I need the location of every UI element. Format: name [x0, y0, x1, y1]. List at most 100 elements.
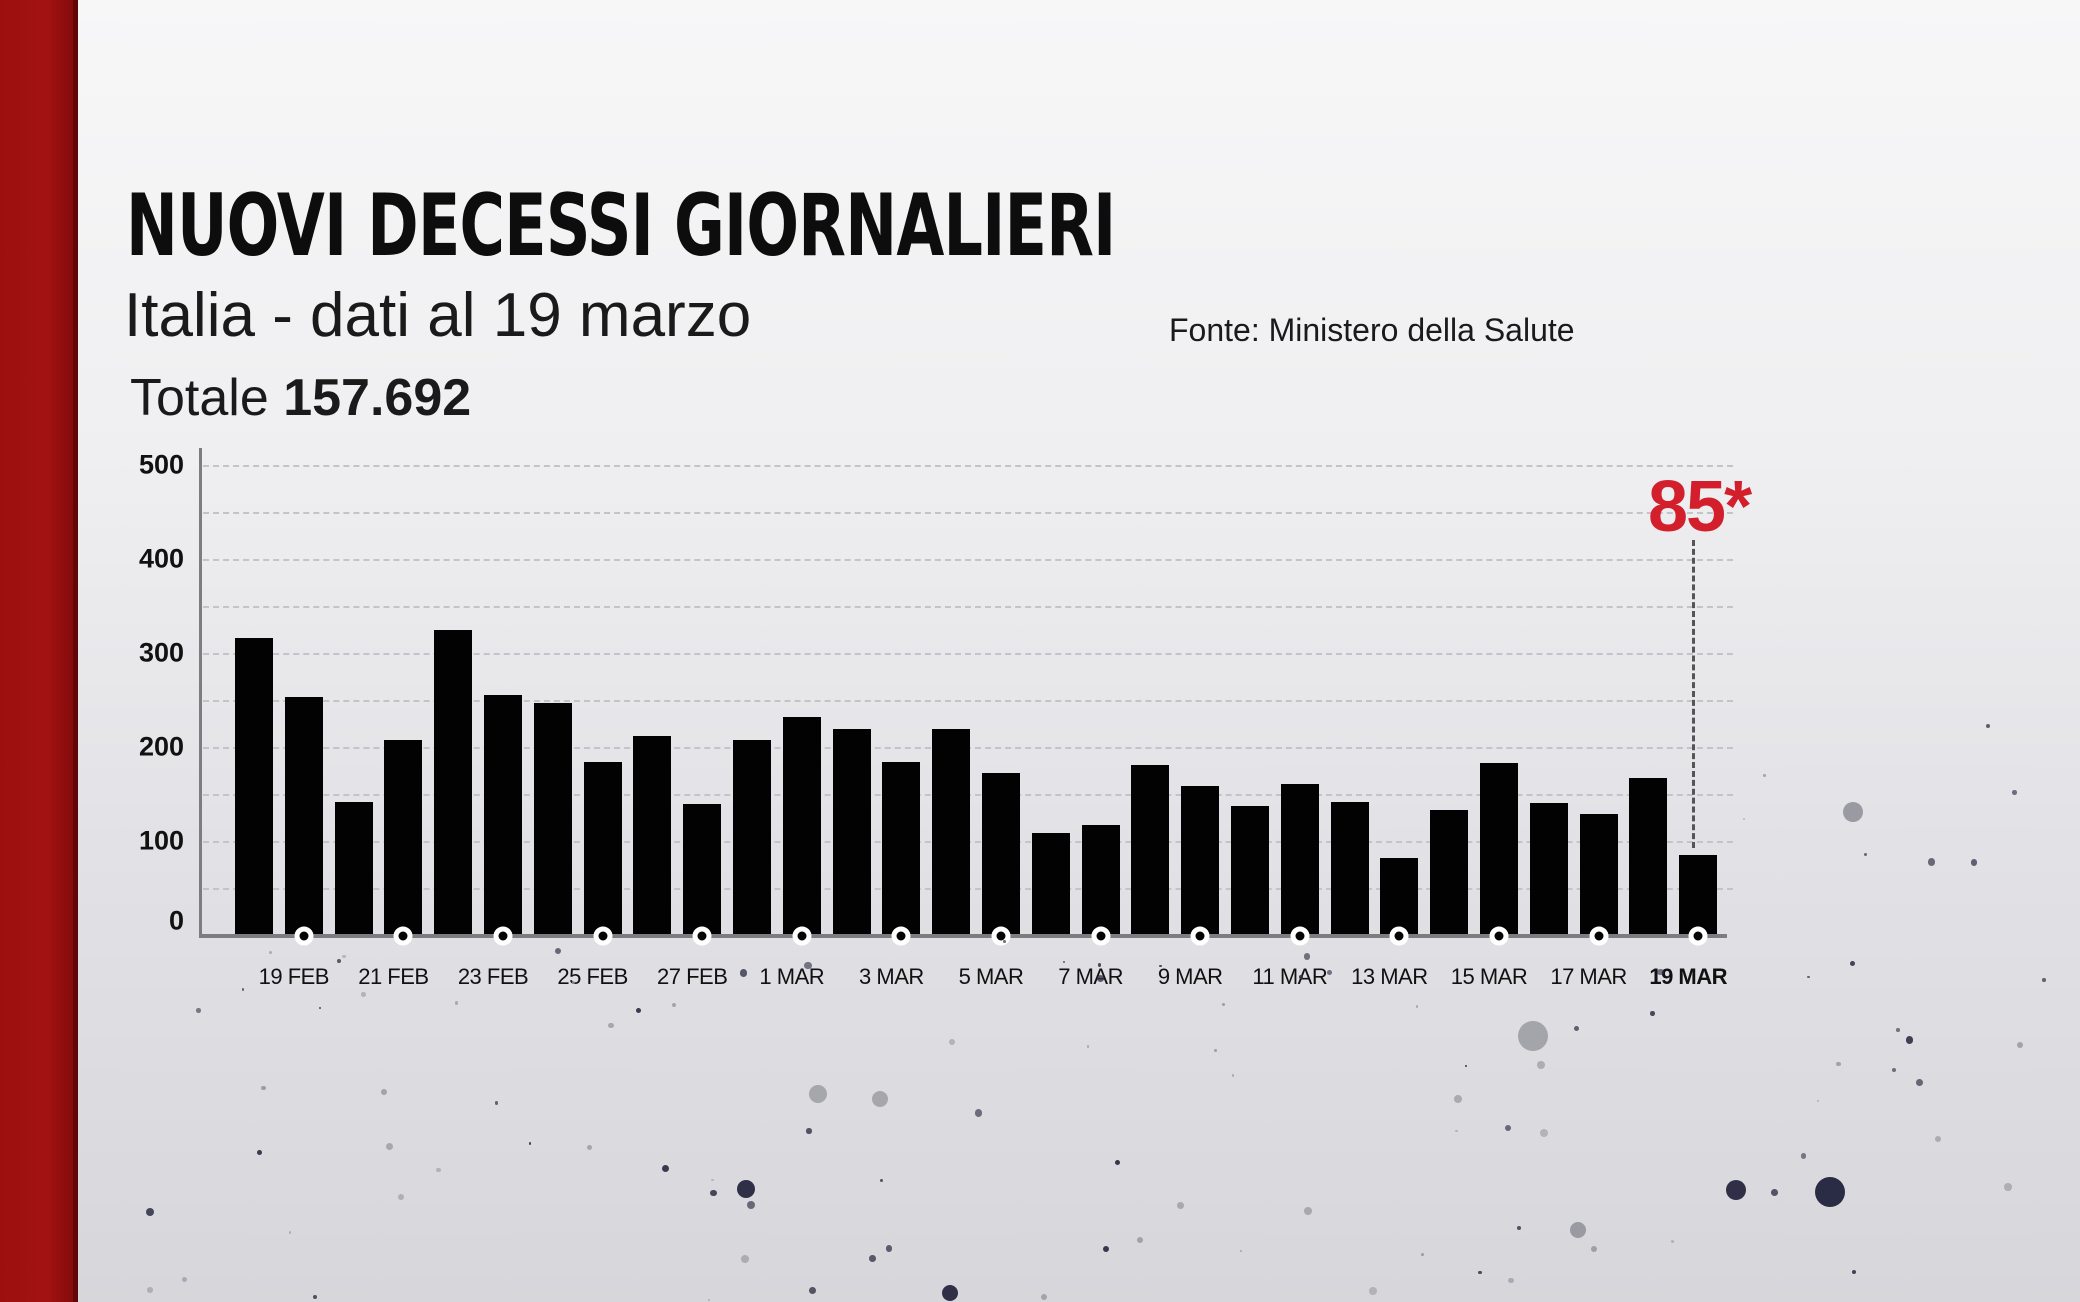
- speckle: [1303, 1207, 1312, 1216]
- bar: [882, 762, 921, 935]
- x-tick-marker: [1290, 926, 1310, 946]
- bar: [1131, 764, 1170, 935]
- speckle: [1670, 1239, 1675, 1244]
- speckle: [1098, 963, 1102, 967]
- speckle: [2011, 790, 2017, 795]
- speckle: [397, 1193, 404, 1200]
- speckle: [608, 1022, 614, 1029]
- speckle: [1096, 974, 1104, 982]
- speckle: [1303, 953, 1311, 960]
- speckle: [2017, 1041, 2024, 1048]
- speckle: [974, 1108, 983, 1117]
- bar: [1480, 762, 1518, 935]
- speckle: [885, 1245, 892, 1252]
- speckle: [1800, 1153, 1807, 1160]
- speckle: [1102, 1245, 1109, 1252]
- speckle: [528, 1142, 532, 1145]
- y-axis-line: [199, 448, 202, 937]
- speckle: [1221, 1002, 1225, 1006]
- speckle: [635, 1008, 641, 1014]
- x-tick-label: 27 FEB: [657, 964, 728, 989]
- x-tick-marker: [1389, 926, 1409, 946]
- x-tick-label: 21 FEB: [358, 964, 429, 989]
- x-tick-marker: [1589, 926, 1609, 946]
- bar: [733, 740, 771, 935]
- bar: [982, 773, 1020, 935]
- bar: [1031, 833, 1070, 935]
- bar: [1231, 806, 1269, 935]
- bar: [235, 637, 273, 935]
- speckle: [1369, 1286, 1378, 1295]
- y-tick-label: 100: [138, 825, 184, 856]
- red-accent-band: [0, 0, 78, 1302]
- gridline: [203, 700, 1733, 702]
- callout-dashed-line: [1692, 540, 1695, 848]
- speckle: [1415, 1004, 1419, 1008]
- speckle: [361, 992, 366, 997]
- speckle: [737, 1180, 755, 1198]
- bar: [1430, 809, 1469, 935]
- bar: [484, 695, 522, 935]
- speckle: [147, 1287, 153, 1294]
- bar: [633, 735, 672, 935]
- speckle: [1504, 1124, 1511, 1131]
- bar: [583, 762, 622, 935]
- speckle: [288, 1231, 292, 1234]
- speckle: [436, 1168, 441, 1173]
- speckle: [809, 1286, 817, 1294]
- x-tick-label: 9 MAR: [1157, 964, 1223, 989]
- speckle: [1421, 1253, 1425, 1256]
- speckle: [809, 1085, 827, 1103]
- x-tick-label: 11 MAR: [1252, 964, 1328, 989]
- speckle: [572, 981, 575, 984]
- x-tick-marker: [792, 926, 812, 946]
- bar: [1280, 783, 1319, 935]
- speckle: [1574, 1025, 1580, 1031]
- speckle: [1971, 859, 1978, 866]
- speckle: [1657, 968, 1664, 975]
- bar: [1629, 778, 1668, 935]
- x-tick-label: 1 MAR: [759, 964, 825, 989]
- speckle: [949, 1039, 956, 1046]
- speckle: [1726, 1180, 1746, 1200]
- x-tick-label: 5 MAR: [958, 964, 1024, 989]
- speckle: [385, 1142, 393, 1150]
- speckle: [336, 959, 341, 964]
- speckle: [1539, 1129, 1548, 1138]
- speckle: [1454, 1095, 1462, 1103]
- x-tick-marker: [692, 926, 712, 946]
- bar: [1181, 786, 1220, 935]
- speckle: [739, 969, 747, 977]
- latest-value-callout: 85*: [1648, 467, 1752, 547]
- gridline: [203, 653, 1733, 655]
- gridline: [203, 606, 1733, 608]
- speckle: [711, 1178, 715, 1182]
- speckle: [195, 1008, 201, 1013]
- total-label: Totale: [130, 369, 269, 427]
- speckle: [1815, 1177, 1845, 1207]
- speckle: [1213, 1048, 1217, 1052]
- x-tick-marker: [1091, 926, 1111, 946]
- x-tick-label: 19 FEB: [258, 964, 330, 989]
- speckle: [312, 1294, 318, 1300]
- speckle: [1455, 1130, 1458, 1133]
- speckle: [880, 1178, 884, 1182]
- speckle: [1864, 852, 1868, 856]
- bar: [1380, 857, 1419, 935]
- gridline: [203, 465, 1733, 467]
- speckle: [747, 1200, 756, 1209]
- bar: [832, 729, 871, 935]
- speckle: [1003, 940, 1006, 944]
- x-tick-label: 19 MAR: [1649, 964, 1728, 989]
- speckle: [1240, 1249, 1243, 1253]
- x-axis-line: [199, 934, 1727, 938]
- bar: [334, 801, 373, 935]
- bar: [284, 697, 323, 935]
- bar: [434, 629, 473, 935]
- bar: [384, 740, 423, 935]
- speckle: [869, 1255, 876, 1262]
- speckle: [872, 1091, 888, 1107]
- speckle: [1650, 1011, 1655, 1016]
- x-tick-label: 25 FEB: [557, 964, 628, 989]
- gridline: [203, 559, 1733, 561]
